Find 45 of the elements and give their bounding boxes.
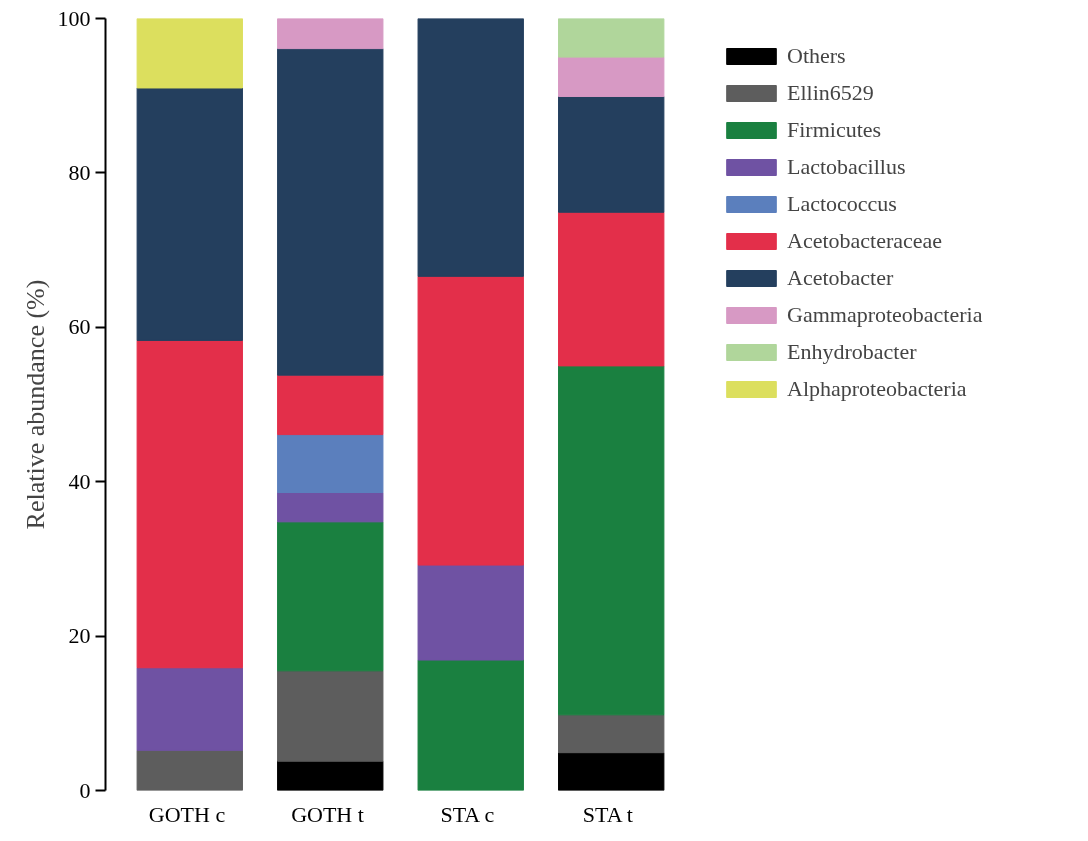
x-tick-label: GOTH t: [291, 801, 364, 827]
legend-label: Ellin6529: [787, 80, 874, 106]
bar: [136, 18, 243, 89]
bar: [417, 275, 524, 566]
bar: [558, 18, 665, 58]
bar: [558, 211, 665, 367]
legend-label: Others: [787, 43, 846, 69]
y-tick-label: 60: [68, 314, 91, 340]
bar: [277, 48, 384, 376]
legend-label: Lactococcus: [787, 191, 897, 217]
bar: [136, 87, 243, 341]
legend-label: Acetobacter: [787, 265, 894, 291]
bar: [558, 95, 665, 213]
bar: [277, 670, 384, 762]
bar: [558, 365, 665, 716]
bar: [558, 714, 665, 754]
y-tick-label: 0: [79, 777, 91, 803]
x-tick-label: STA c: [440, 801, 495, 827]
y-tick-label: 20: [68, 623, 91, 649]
legend-label: Alphaproteobacteria: [787, 376, 967, 402]
bar: [558, 752, 665, 791]
x-tick-label: STA t: [582, 801, 633, 827]
legend-label: Enhydrobacter: [787, 339, 917, 365]
bar: [277, 434, 384, 494]
bar: [417, 659, 524, 791]
bar: [277, 760, 384, 791]
bar: [277, 492, 384, 523]
legend-label: Firmicutes: [787, 117, 882, 143]
bar: [136, 339, 243, 669]
y-tick-label: 100: [57, 5, 91, 31]
bar: [277, 521, 384, 672]
bar: [417, 564, 524, 661]
bar: [417, 18, 524, 277]
bar: [558, 56, 665, 97]
y-axis-title: Relative abundance (%): [20, 279, 50, 530]
legend-label: Acetobacteraceae: [787, 228, 943, 254]
legend-label: Gammaproteobacteria: [787, 302, 983, 328]
x-tick-label: GOTH c: [148, 801, 226, 827]
bar: [136, 749, 243, 791]
legend-label: Lactobacillus: [787, 154, 906, 180]
y-tick-label: 40: [68, 468, 91, 494]
bar: [277, 18, 384, 50]
bar: [277, 374, 384, 436]
bar: [136, 667, 243, 751]
y-tick-label: 80: [68, 159, 91, 185]
